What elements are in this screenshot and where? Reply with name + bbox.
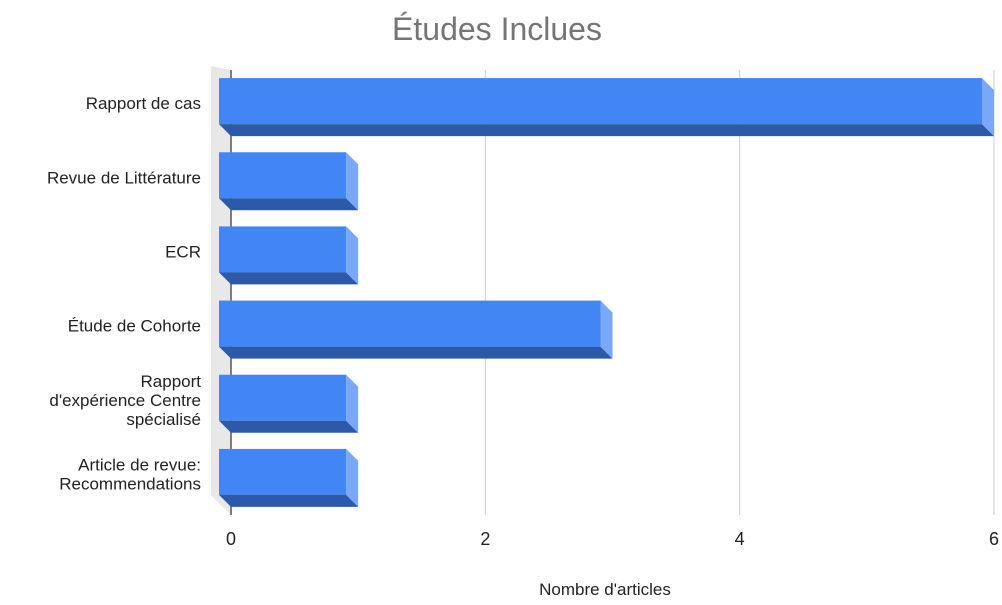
category-label-line: d'expérience Centre — [49, 391, 201, 410]
category-label-line: Article de revue: — [78, 455, 201, 474]
category-label-line: spécialisé — [126, 410, 201, 429]
bar-front — [219, 374, 347, 421]
chart-title: Études Inclues — [392, 11, 602, 47]
category-label: Revue de Littérature — [47, 168, 201, 187]
bar — [219, 374, 359, 433]
category-labels: Rapport de cas Revue de Littérature ECR Étu… — [47, 94, 201, 493]
bars — [219, 78, 994, 507]
bar-bottom — [219, 494, 359, 507]
bar-front — [219, 78, 982, 125]
bar-bottom — [219, 272, 359, 285]
category-label-line: Rapport de cas — [86, 94, 201, 113]
bar — [219, 78, 994, 137]
bar-bottom — [219, 198, 359, 211]
bar-bottom — [219, 346, 613, 359]
bar-side — [346, 226, 359, 285]
bar-side — [982, 78, 994, 137]
category-label: Article de revue: Recommendations — [59, 455, 201, 493]
x-tick-label: 4 — [735, 529, 745, 549]
category-label-line: Étude de Cohorte — [68, 317, 201, 336]
category-label-line: Rapport — [141, 372, 202, 391]
bar-side — [346, 152, 359, 211]
bar-bottom — [219, 420, 359, 433]
x-tick-labels: 0 2 4 6 — [226, 529, 999, 549]
category-label: Étude de Cohorte — [68, 317, 201, 336]
chart-floor-wall — [211, 66, 231, 515]
bar — [219, 226, 359, 285]
gridlines — [230, 70, 995, 515]
category-label-line: ECR — [165, 242, 201, 261]
x-tick-label: 2 — [480, 529, 490, 549]
category-label-line: Revue de Littérature — [47, 168, 201, 187]
x-axis-title: Nombre d'articles — [539, 580, 671, 599]
category-label: Rapport d'expérience Centre spécialisé — [49, 372, 201, 429]
bar — [219, 448, 359, 507]
bar — [219, 300, 613, 359]
bar-bottom — [219, 124, 994, 137]
bar — [219, 152, 359, 211]
bar-side — [346, 448, 359, 507]
chart-floor — [211, 66, 231, 515]
bar-front — [219, 226, 347, 273]
x-tick-label: 0 — [226, 529, 236, 549]
bar-front — [219, 448, 347, 495]
category-label: Rapport de cas — [86, 94, 201, 113]
bar-front — [219, 152, 347, 199]
bar-side — [346, 374, 359, 433]
x-tick-label: 6 — [989, 529, 999, 549]
category-label: ECR — [165, 242, 201, 261]
bar-front — [219, 300, 601, 347]
category-label-line: Recommendations — [59, 474, 201, 493]
bar-side — [600, 300, 613, 359]
